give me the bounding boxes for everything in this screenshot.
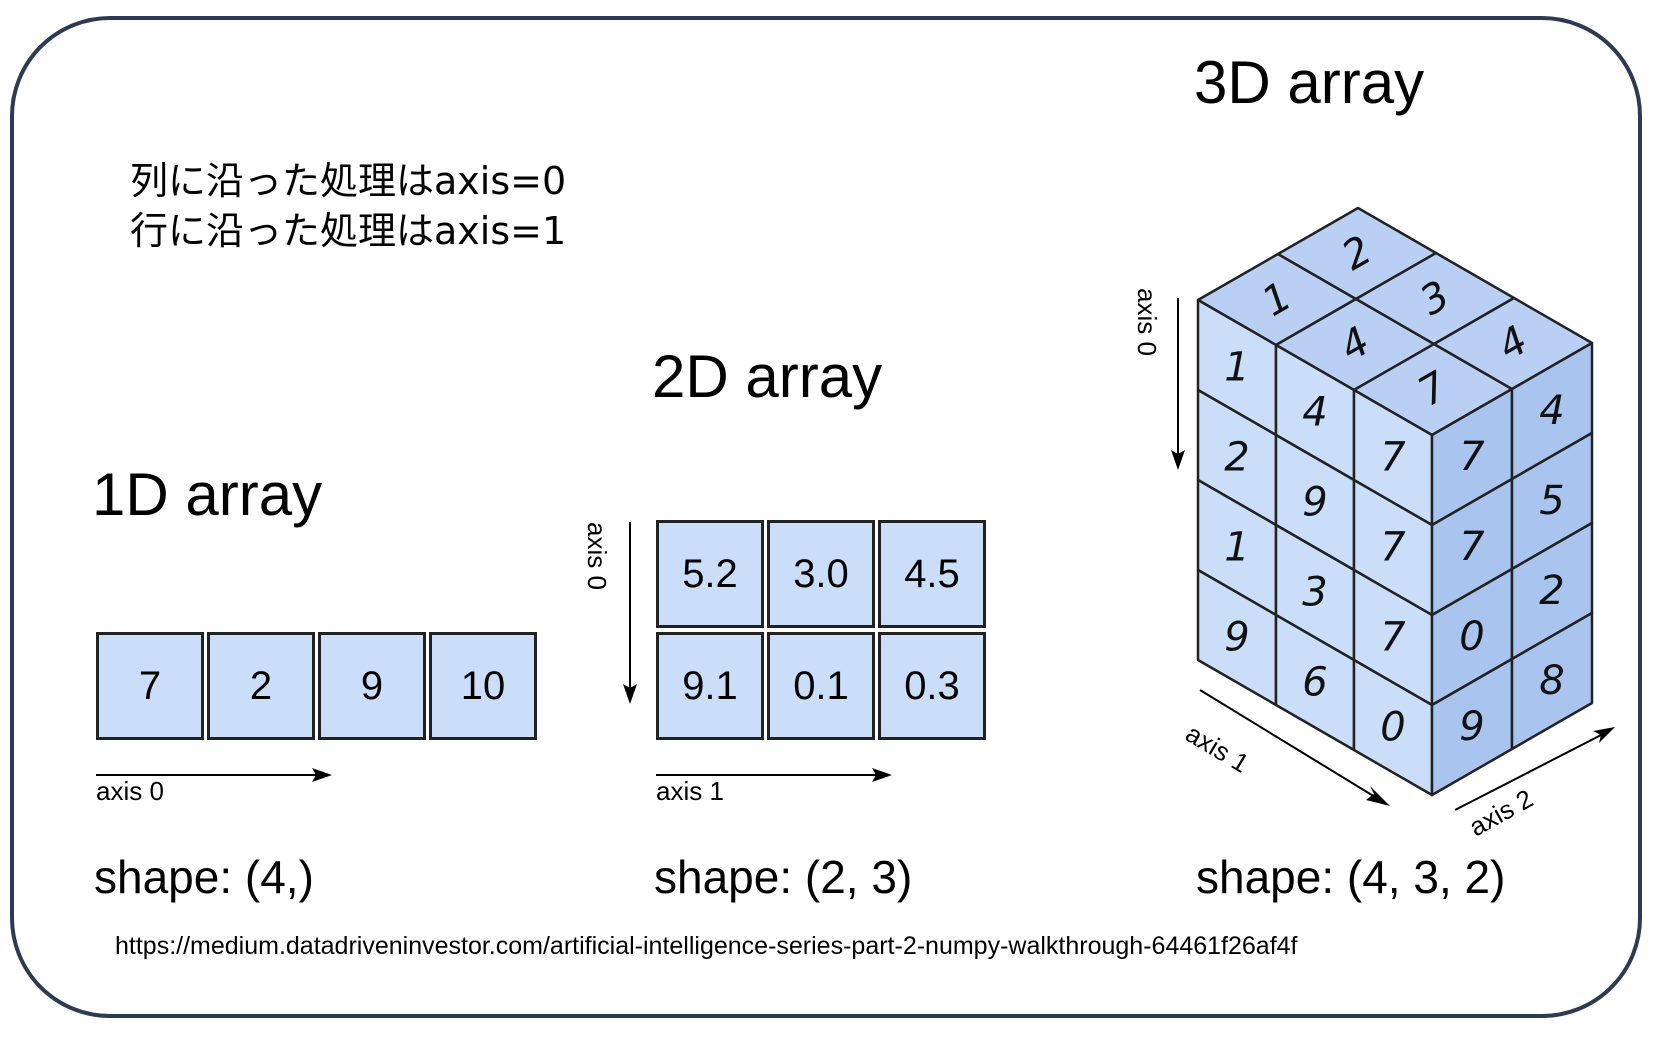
cube-front-number-1-1: 9 [1302,480,1327,526]
cube-front-number-2-1: 3 [1302,570,1327,616]
shape-1d: shape: (4,) [94,851,314,903]
source-url: https://medium.datadriveninvestor.com/ar… [115,932,1298,960]
title-2d: 2D array [652,343,883,410]
cube-side-number-0-1: 4 [1539,388,1564,434]
axis-arrow-1d [96,768,332,782]
cell-2d-1-0: 9.1 [656,632,764,740]
cell-2d-1-1: 0.1 [767,632,875,740]
cube-front-number-3-2: 0 [1380,705,1405,751]
axis1-arrow-3d [1199,689,1390,806]
cell-1d-2: 9 [318,632,426,740]
shape-2d: shape: (2, 3) [654,851,913,903]
cube-side-number-3-1: 8 [1539,658,1564,704]
cube-front-number-0-1: 4 [1302,390,1327,436]
cell-1d-0: 7 [96,632,204,740]
axis0-arrow-3d [1171,298,1185,470]
cube-front-number-0-2: 7 [1380,435,1406,481]
axis1-arrow-2d [656,768,892,782]
cube-side-face: 7 7 0 9 4 5 2 8 [1430,341,1594,797]
axis2-arrow-3d [1454,727,1615,811]
cube-side-number-0-0: 7 [1459,434,1485,480]
axis-label-1d: axis 0 [96,776,164,806]
cell-1d-1: 2 [207,632,315,740]
cube-front-number-2-2: 7 [1380,615,1406,661]
cell-2d-0-2: 4.5 [878,520,986,628]
cell-2d-0-0: 5.2 [656,520,764,628]
cell-2d-0-1: 3.0 [767,520,875,628]
axis1-label-2d: axis 1 [656,776,724,806]
cube-front-number-1-0: 2 [1224,435,1249,481]
title-1d: 1D array [92,461,323,528]
axis0-label-3d: axis 0 [1132,288,1162,356]
shape-3d: shape: (4, 3, 2) [1196,851,1506,903]
cube-side-number-1-0: 7 [1459,524,1485,570]
cube-front-number-1-2: 7 [1380,525,1406,571]
note-axis1: 行に沿った処理はaxis=1 [130,209,567,253]
rounded-frame [10,16,1642,1018]
cell-2d-1-2: 0.3 [878,632,986,740]
cube-side-number-3-0: 9 [1459,704,1484,750]
cube-side-number-2-1: 2 [1539,568,1564,614]
note-axis0: 列に沿った処理はaxis=0 [130,159,567,203]
axis0-arrow-2d [623,522,637,704]
cube-side-cell-3-1 [1510,611,1594,751]
cell-1d-3: 10 [429,632,537,740]
cube-side-number-1-1: 5 [1539,478,1564,524]
cube-front-number-0-0: 1 [1224,345,1249,391]
cube-front-number-2-0: 1 [1224,525,1249,571]
cube-front-face: 1 2 1 9 4 9 3 6 7 7 7 0 [1196,298,1434,797]
title-3d: 3D array [1194,49,1425,116]
cube-side-number-2-0: 0 [1459,614,1484,660]
cube-front-number-3-1: 6 [1302,660,1327,706]
cube-front-number-3-0: 9 [1224,615,1249,661]
